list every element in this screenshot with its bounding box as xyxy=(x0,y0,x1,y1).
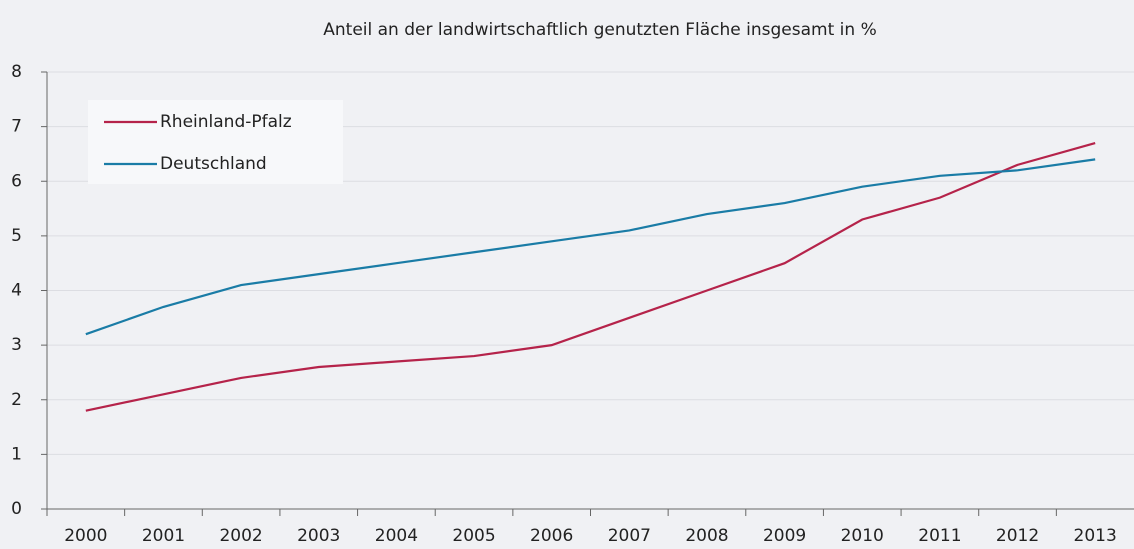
x-tick-label: 2012 xyxy=(996,526,1039,546)
x-tick-label: 2000 xyxy=(64,526,107,546)
y-tick-label: 1 xyxy=(11,444,22,464)
y-tick-label: 6 xyxy=(11,171,22,191)
x-tick-label: 2006 xyxy=(530,526,573,546)
legend-label: Rheinland-Pfalz xyxy=(160,112,292,132)
legend-label: Deutschland xyxy=(160,154,267,174)
x-tick-label: 2009 xyxy=(763,526,806,546)
x-tick-label: 2011 xyxy=(918,526,961,546)
series-line xyxy=(85,141,1096,412)
y-tick-label: 4 xyxy=(11,281,22,301)
x-tick-label: 2007 xyxy=(608,526,651,546)
y-tick-label: 7 xyxy=(11,117,22,137)
x-tick-label: 2010 xyxy=(841,526,884,546)
x-tick-label: 2004 xyxy=(375,526,418,546)
chart-title: Anteil an der landwirtschaftlich genutzt… xyxy=(323,20,876,40)
legend-box xyxy=(88,100,343,184)
x-tick-label: 2013 xyxy=(1074,526,1117,546)
y-tick-label: 3 xyxy=(11,335,22,355)
y-tick-label: 8 xyxy=(11,62,22,82)
y-tick-label: 5 xyxy=(11,226,22,246)
x-tick-label: 2005 xyxy=(452,526,495,546)
y-tick-label: 2 xyxy=(11,390,22,410)
x-tick-label: 2003 xyxy=(297,526,340,546)
x-tick-label: 2002 xyxy=(219,526,262,546)
series-line xyxy=(85,158,1096,336)
x-tick-label: 2008 xyxy=(685,526,728,546)
y-tick-label: 0 xyxy=(11,499,22,519)
x-tick-label: 2001 xyxy=(142,526,185,546)
